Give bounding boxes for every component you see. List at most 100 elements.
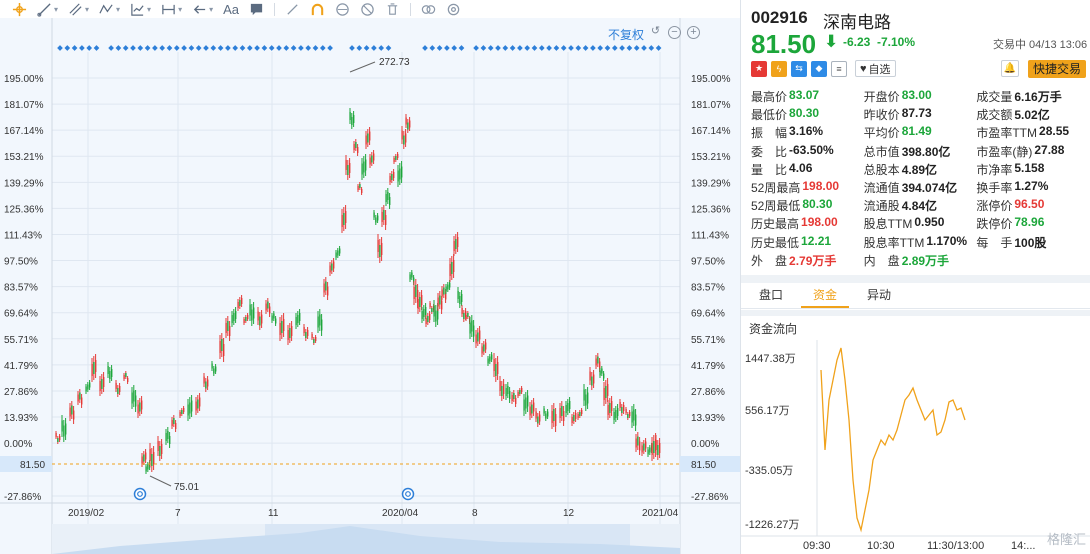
tag-icon[interactable]: ◆ — [811, 60, 827, 77]
quote-grid: 最高价 83.07 开盘价 83.00 成交量 6.16万手 最低价 80.30 昨收价 87.7… — [751, 88, 1089, 270]
candle-body — [205, 381, 207, 389]
trade-status: 交易中 04/13 13:06 — [993, 39, 1088, 51]
zoom-in-icon[interactable]: + — [687, 26, 700, 39]
quick-trade-button[interactable]: 快捷交易 — [1028, 60, 1086, 78]
candle-body — [535, 411, 537, 419]
event-dot — [568, 45, 574, 51]
candle-body — [373, 153, 375, 161]
lightning-icon[interactable]: ϟ — [771, 60, 787, 77]
kline-chart[interactable]: 195.00% 195.00% 181.07% 181.07% 167.14% 167.1… — [0, 18, 740, 554]
zoom-out-icon[interactable]: − — [668, 26, 681, 39]
lock-tool[interactable] — [335, 1, 350, 17]
line-tool[interactable]: ▾ — [37, 1, 58, 17]
fib-tool[interactable]: ▾ — [130, 1, 151, 17]
magnet-tool[interactable] — [310, 1, 325, 17]
pen-tool[interactable] — [285, 1, 300, 17]
candle-body — [413, 287, 415, 299]
candle-body — [563, 411, 565, 421]
event-dot — [502, 45, 509, 51]
quote-value: 198.00 — [801, 215, 838, 230]
candle-body — [647, 449, 649, 455]
event-dot — [517, 45, 523, 51]
event-dot — [327, 45, 333, 51]
candle-body — [139, 402, 141, 412]
channel-tool[interactable]: ▾ — [68, 1, 89, 17]
quote-cell: 内 盘 2.89万手 — [864, 252, 977, 270]
doc-icon[interactable]: ≡ — [831, 60, 847, 77]
candle-body — [615, 410, 617, 418]
candle-body — [483, 344, 485, 352]
candle-body — [265, 303, 267, 311]
candle-body — [599, 361, 601, 369]
crosshair-tool[interactable] — [12, 1, 27, 17]
candle-body — [295, 317, 297, 325]
event-dot — [305, 45, 312, 51]
candle-body — [311, 334, 313, 338]
arrow-tool[interactable]: ▾ — [192, 1, 213, 17]
candle-body — [457, 237, 459, 247]
candle-body — [415, 285, 417, 297]
candle-body — [657, 445, 659, 455]
candle-body — [537, 416, 539, 424]
current-price-tag — [680, 456, 740, 472]
trash-tool[interactable] — [385, 1, 400, 17]
quote-value: 78.96 — [1014, 215, 1045, 230]
candle-body — [551, 411, 553, 423]
drawing-toolbar: ▾ ▾ ▾ ▾ ▾ ▾ Aa — [0, 0, 740, 18]
high-marker-line — [349, 61, 376, 73]
quote-cell: 52周最低 80.30 — [751, 197, 864, 215]
eye-tool[interactable] — [360, 1, 375, 17]
left-axis-label: 181.07% — [4, 100, 44, 111]
right-axis-label: 13.93% — [691, 413, 725, 424]
candle-body — [495, 364, 497, 376]
candle-body — [61, 420, 63, 432]
quote-cell: 每 手 100股 — [976, 234, 1089, 252]
note-tool[interactable] — [249, 1, 264, 17]
tab-异动[interactable]: 异动 — [867, 288, 892, 302]
event-dot — [57, 45, 63, 51]
text-tool[interactable]: Aa — [223, 1, 239, 17]
undo-icon[interactable]: ↺ — [650, 25, 661, 37]
quote-value: 81.49 — [901, 124, 932, 139]
connect-icon[interactable]: ⇆ — [791, 60, 807, 77]
candle-body — [391, 174, 393, 180]
left-axis-label: 153.21% — [4, 152, 44, 163]
candle-body — [225, 323, 227, 333]
event-dot — [590, 45, 596, 51]
candle-body — [359, 184, 361, 188]
add-favorite-button[interactable]: ♥ 自选 — [855, 60, 896, 77]
event-dot — [524, 45, 531, 51]
candle-body — [505, 388, 507, 396]
tab-盘口[interactable]: 盘口 — [759, 288, 784, 302]
bell-icon[interactable]: 🔔 — [1001, 60, 1019, 77]
quote-key: 委 比 — [751, 144, 788, 159]
event-dot — [560, 45, 567, 51]
left-axis-label: 27.86% — [4, 387, 38, 398]
settings-tool[interactable] — [446, 1, 461, 17]
adjust-mode-button[interactable]: 不复权 — [607, 28, 644, 42]
measure-tool[interactable]: ▾ — [161, 1, 182, 17]
compare-tool[interactable] — [421, 1, 436, 17]
right-axis-label: -27.86% — [691, 492, 728, 503]
candle-body — [389, 176, 391, 182]
candle-body — [437, 308, 439, 320]
quote-value: 96.50 — [1014, 197, 1045, 212]
tab-资金[interactable]: 资金 — [801, 283, 850, 308]
wave-tool[interactable]: ▾ — [99, 1, 120, 17]
quote-cell: 成交量 6.16万手 — [976, 88, 1089, 106]
candle-body — [457, 291, 459, 299]
event-dot — [298, 45, 304, 51]
candle-body — [525, 397, 527, 409]
quote-cell: 流通股 4.84亿 — [864, 197, 977, 215]
candle-body — [523, 399, 525, 411]
candle-body — [197, 399, 199, 409]
event-dot — [86, 45, 93, 51]
event-dot — [232, 45, 239, 51]
candle-body — [405, 117, 407, 125]
candle-body — [329, 265, 331, 273]
right-axis-label: 167.14% — [691, 126, 731, 137]
flow-y-label: 1447.38万 — [745, 353, 796, 365]
event-dot — [312, 45, 319, 51]
event-dot — [210, 45, 217, 51]
quote-value: 1.170% — [926, 233, 968, 248]
